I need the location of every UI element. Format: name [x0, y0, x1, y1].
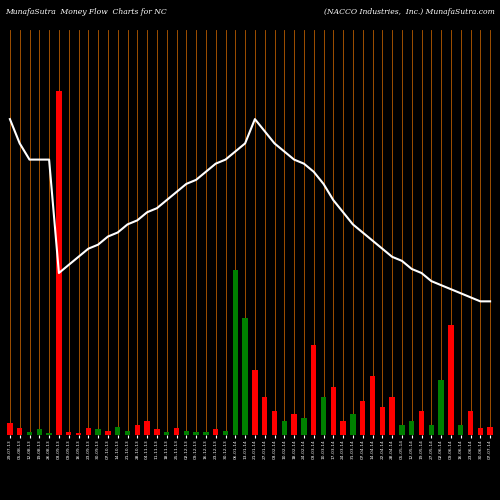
- Bar: [56, 91, 62, 435]
- Bar: [134, 424, 140, 435]
- Bar: [242, 318, 248, 435]
- Bar: [448, 325, 454, 435]
- Bar: [399, 424, 404, 435]
- Bar: [76, 433, 81, 435]
- Bar: [36, 430, 42, 435]
- Bar: [360, 400, 366, 435]
- Bar: [194, 432, 199, 435]
- Bar: [17, 428, 22, 435]
- Bar: [478, 428, 483, 435]
- Bar: [105, 431, 110, 435]
- Bar: [458, 424, 464, 435]
- Bar: [252, 370, 258, 435]
- Bar: [203, 432, 208, 435]
- Bar: [262, 397, 268, 435]
- Bar: [301, 418, 306, 435]
- Bar: [468, 411, 473, 435]
- Bar: [154, 430, 160, 435]
- Bar: [213, 430, 218, 435]
- Bar: [282, 421, 287, 435]
- Bar: [96, 430, 101, 435]
- Bar: [125, 431, 130, 435]
- Bar: [330, 387, 336, 435]
- Bar: [438, 380, 444, 435]
- Bar: [223, 431, 228, 435]
- Bar: [488, 426, 493, 435]
- Bar: [46, 433, 52, 435]
- Bar: [292, 414, 297, 435]
- Bar: [174, 428, 179, 435]
- Bar: [27, 432, 32, 435]
- Bar: [428, 424, 434, 435]
- Bar: [66, 432, 71, 435]
- Bar: [184, 431, 189, 435]
- Bar: [311, 346, 316, 435]
- Bar: [272, 411, 277, 435]
- Bar: [340, 421, 346, 435]
- Bar: [164, 432, 170, 435]
- Bar: [350, 414, 356, 435]
- Text: (NACCO Industries,  Inc.) MunafaSutra.com: (NACCO Industries, Inc.) MunafaSutra.com: [324, 8, 495, 16]
- Bar: [115, 426, 120, 435]
- Bar: [419, 411, 424, 435]
- Bar: [390, 397, 395, 435]
- Bar: [380, 408, 385, 435]
- Bar: [370, 376, 375, 435]
- Bar: [144, 421, 150, 435]
- Bar: [232, 270, 238, 435]
- Bar: [321, 397, 326, 435]
- Bar: [86, 428, 91, 435]
- Bar: [7, 422, 12, 435]
- Text: MunafaSutra  Money Flow  Charts for NC: MunafaSutra Money Flow Charts for NC: [5, 8, 167, 16]
- Bar: [409, 421, 414, 435]
